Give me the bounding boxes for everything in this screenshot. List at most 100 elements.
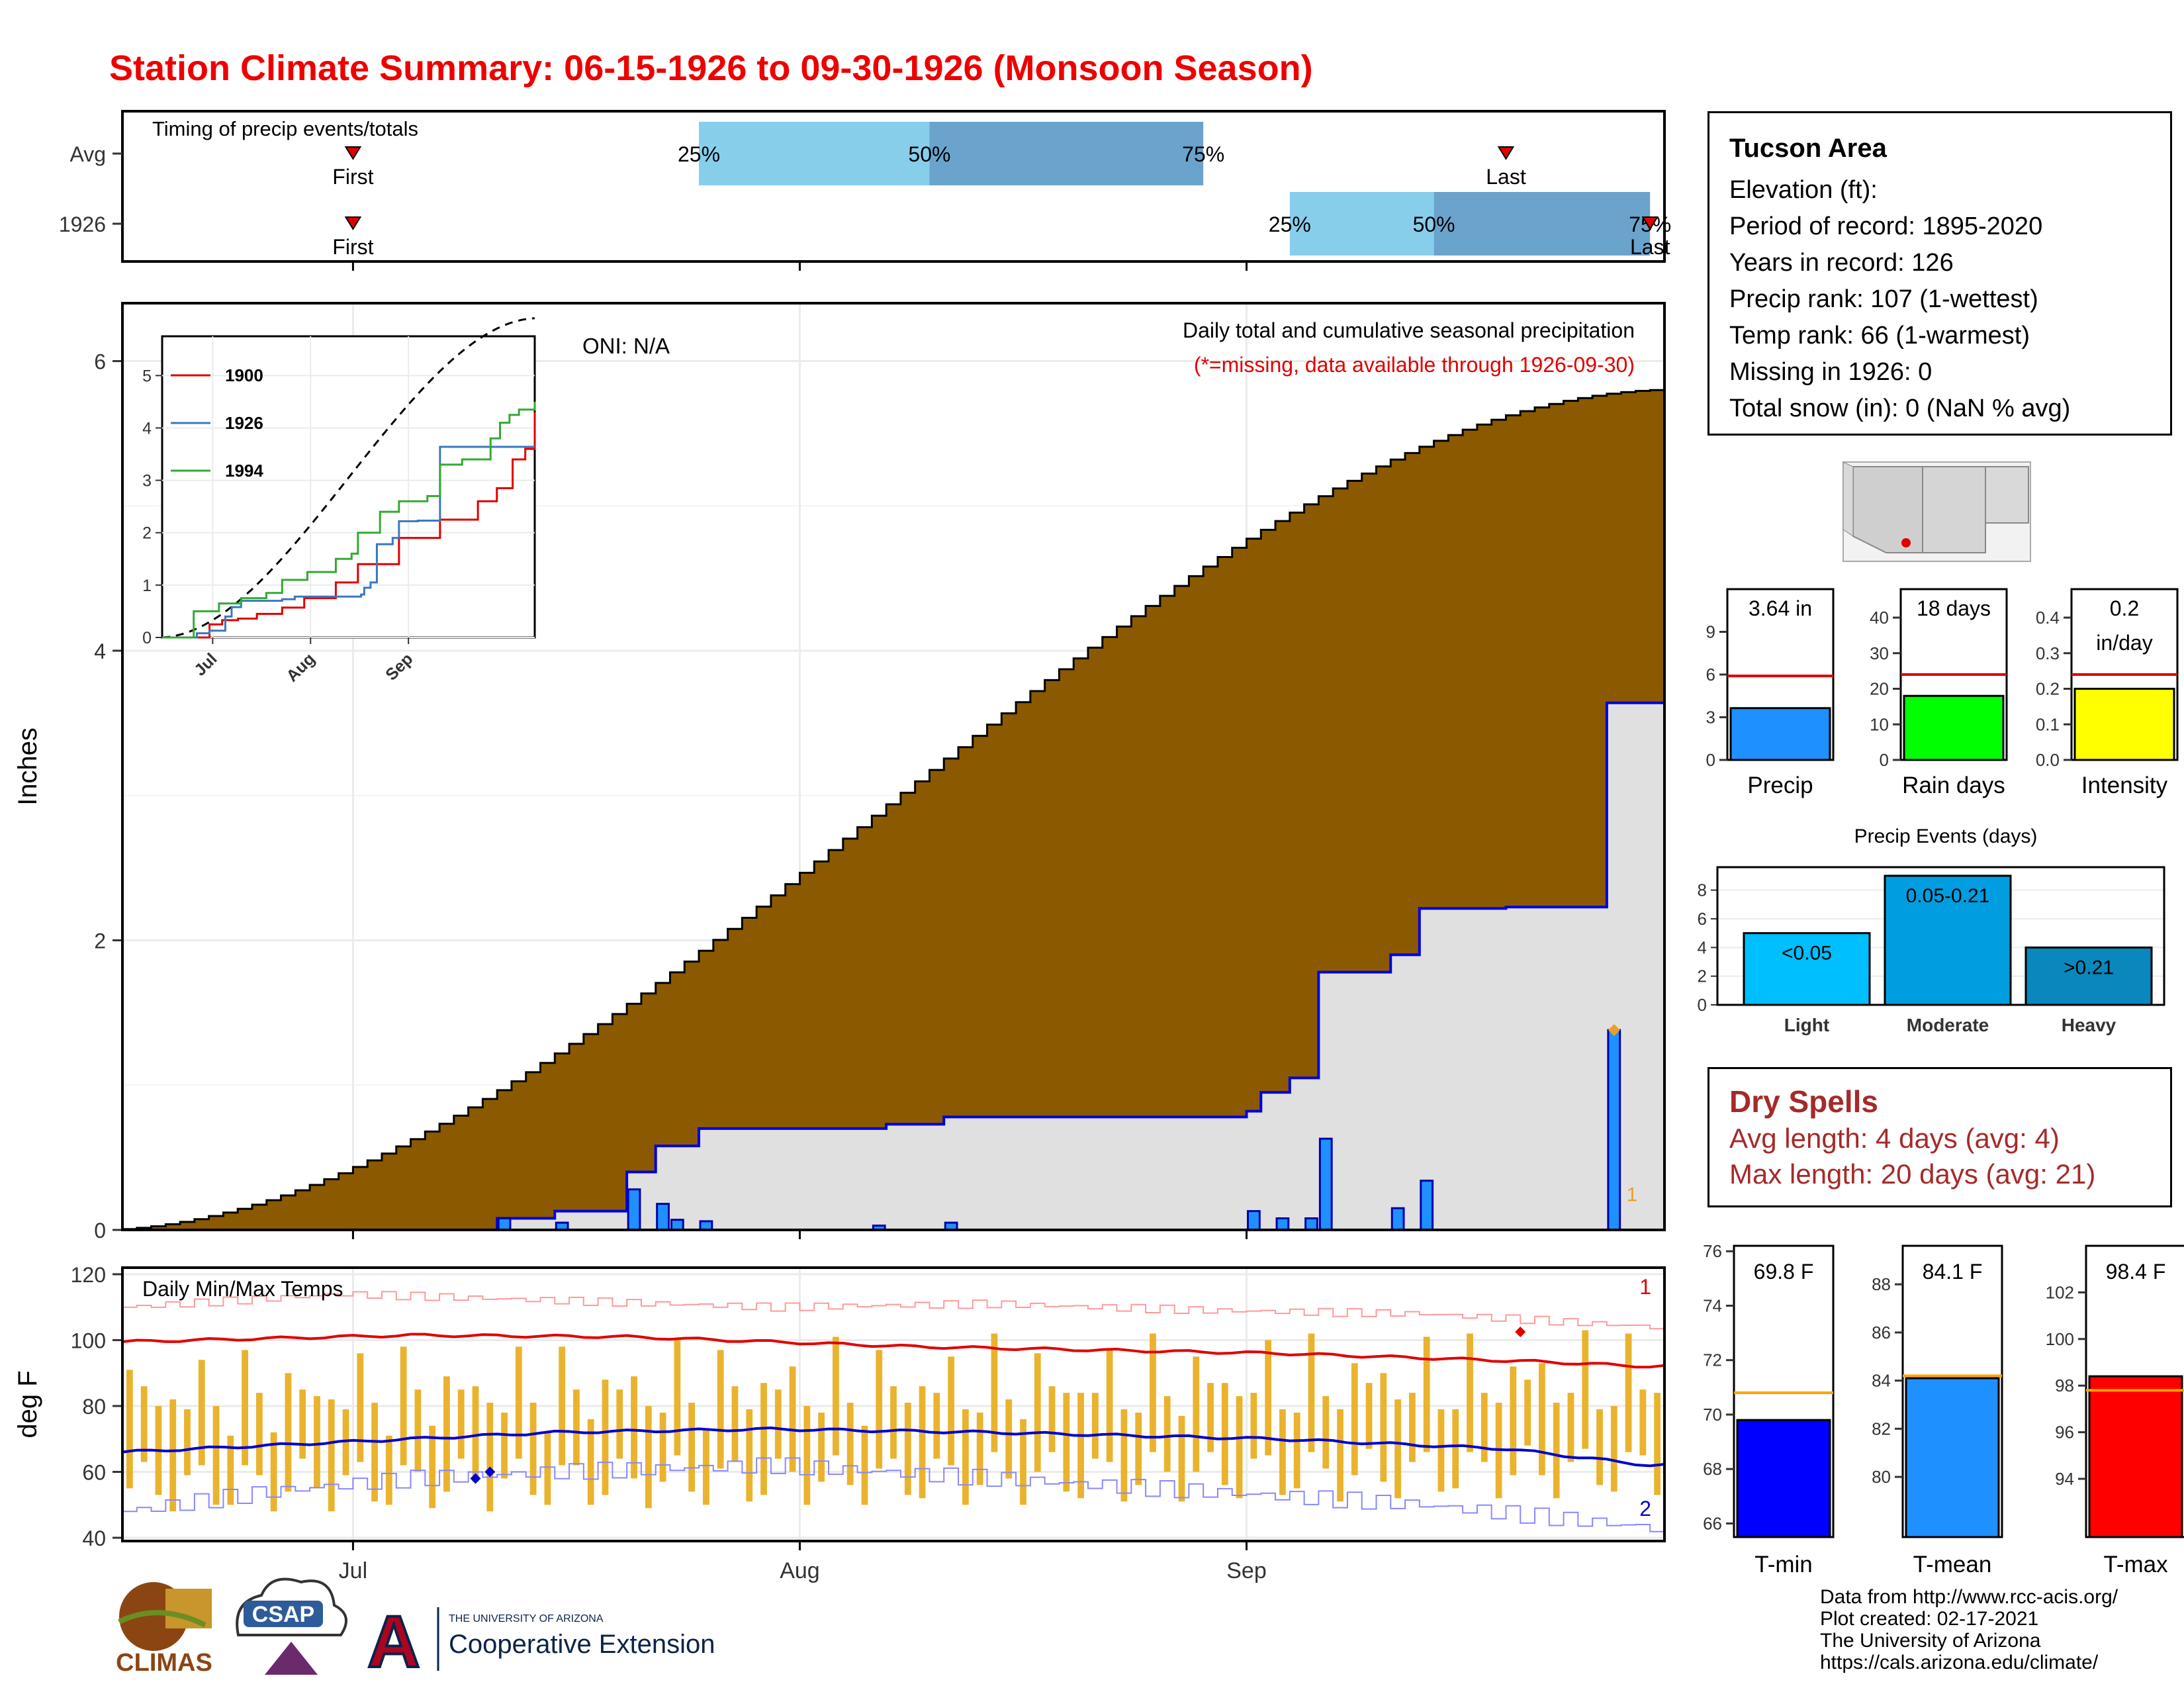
event-label: Last — [1486, 165, 1526, 189]
summary-y-tick-label: 3 — [1706, 708, 1715, 727]
temp-summary-label: T-mean — [1913, 1552, 1992, 1577]
daily-temp-range-bar — [559, 1346, 566, 1466]
inset-y-tick-label: 5 — [142, 367, 152, 385]
daily-temp-range-bar — [948, 1356, 954, 1466]
tmax-average-line — [122, 1333, 1665, 1369]
daily-temp-range-bar — [846, 1403, 854, 1485]
daily-temp-range-bar — [962, 1409, 969, 1505]
inset-legend-label: 1994 — [225, 461, 263, 481]
daily-temp-range-bar — [717, 1350, 724, 1469]
daily-temp-range-bar — [1423, 1336, 1430, 1452]
summary-bar-label: Precip — [1747, 773, 1813, 798]
y-tick-label: 2 — [94, 929, 106, 953]
temp-summary-y-tick-label: 94 — [2055, 1469, 2074, 1489]
events-y-tick-label: 8 — [1698, 880, 1707, 900]
temp-summary-y-tick-label: 80 — [1872, 1467, 1891, 1487]
credit-line: The University of Arizona — [1820, 1630, 2041, 1652]
daily-temp-range-bar — [1467, 1333, 1473, 1452]
daily-precip-bar — [1275, 1217, 1290, 1231]
daily-temp-range-bar — [876, 1350, 883, 1469]
climas-logo-text: CLIMAS — [116, 1649, 212, 1677]
x-tick-label: Aug — [780, 1558, 820, 1583]
temp-summary-y-tick-label: 70 — [1703, 1405, 1722, 1425]
summary-y-tick-label: 9 — [1706, 622, 1715, 642]
summary-y-tick-label: 20 — [1870, 679, 1889, 699]
inset-y-tick-label: 3 — [142, 472, 152, 491]
daily-temp-range-bar — [198, 1360, 205, 1466]
summary-y-tick-label: 0 — [1880, 750, 1889, 770]
daily-temp-range-bar — [1553, 1403, 1560, 1499]
pct-25-label: 25% — [1269, 212, 1311, 236]
info-line: Total snow (in): 0 (NaN % avg) — [1729, 395, 2071, 422]
daily-temp-range-bar — [602, 1380, 609, 1495]
timing-header: Timing of precip events/totals — [152, 117, 418, 140]
temp-summary-label: T-min — [1754, 1552, 1813, 1577]
temp-summary-value-label: 98.4 F — [2106, 1260, 2166, 1284]
temp-y-axis-label: deg F — [13, 1370, 42, 1438]
pct-50-label: 50% — [1413, 212, 1455, 236]
temp-max-record-label: 1 — [1639, 1275, 1651, 1299]
daily-temp-range-bar — [789, 1366, 796, 1472]
oni-label: ONI: N/A — [582, 334, 670, 358]
summary-y-tick-label: 0.1 — [2036, 714, 2060, 734]
summary-value-bar — [1729, 707, 1831, 761]
csap-logo-banner — [244, 1601, 323, 1627]
y-tick-label: 6 — [94, 350, 106, 374]
daily-temp-range-bar — [1567, 1393, 1574, 1462]
precip-y-axis-label: Inches — [13, 727, 42, 806]
climas-logo: CLIMAS — [116, 1582, 212, 1677]
daily-temp-range-bar — [1091, 1393, 1099, 1459]
locator-map — [1843, 461, 2031, 562]
daily-temp-range-bar — [1322, 1396, 1330, 1469]
inset-series-line — [162, 445, 535, 639]
events-range-label: >0.21 — [2064, 957, 2114, 978]
dry-spells-title: Dry Spells — [1729, 1084, 1878, 1119]
temp-summary-label: T-max — [2103, 1552, 2168, 1577]
daily-temp-range-bar — [1380, 1373, 1387, 1482]
daily-temp-range-bar — [1163, 1396, 1171, 1472]
daily-temp-range-bar — [890, 1386, 897, 1459]
map-state-texas — [1985, 466, 2029, 524]
daily-temp-range-bar — [285, 1373, 292, 1492]
summary-y-tick-label: 0.3 — [2036, 643, 2060, 663]
credit-line: Data from http://www.rcc-acis.org/ — [1820, 1586, 2118, 1608]
daily-temp-range-bar — [255, 1393, 263, 1476]
temp-summary-y-tick-label: 68 — [1703, 1459, 1722, 1479]
dry-spells-box: Dry Spells Avg length: 4 days (avg: 4) M… — [1707, 1067, 2172, 1207]
daily-precip-bar — [1607, 1029, 1621, 1231]
daily-temp-range-bar — [486, 1403, 494, 1512]
events-y-tick-label: 2 — [1698, 966, 1707, 986]
daily-precip-bar — [656, 1203, 670, 1231]
daily-temp-range-bar — [674, 1340, 681, 1456]
daily-temp-range-bar — [1034, 1353, 1041, 1472]
max-precip-label: 1 — [1627, 1184, 1638, 1205]
daily-temp-range-bar — [833, 1336, 839, 1456]
temp-panel-header: Daily Min/Max Temps — [142, 1277, 343, 1301]
summary-y-tick-label: 0.2 — [2036, 679, 2060, 699]
daily-temp-range-bar — [1207, 1383, 1214, 1452]
daily-temp-range-bar — [212, 1405, 220, 1505]
daily-temp-range-bar — [1539, 1363, 1545, 1476]
inset-average-line — [161, 317, 535, 639]
temp-summary-y-tick-label: 102 — [2046, 1282, 2074, 1302]
x-tick-label: Jul — [339, 1558, 367, 1583]
station-location-dot — [1901, 538, 1911, 547]
daily-precip-bar — [1318, 1137, 1333, 1231]
inset-y-tick-label: 0 — [142, 629, 152, 647]
daily-precip-bar — [670, 1219, 684, 1231]
events-bar — [1884, 874, 2012, 1006]
daily-temp-range-bar — [1510, 1366, 1517, 1476]
daily-temp-range-bar — [991, 1333, 998, 1452]
daily-temp-range-bar — [1639, 1389, 1647, 1456]
events-title: Precip Events (days) — [1854, 825, 2038, 847]
events-y-tick-label: 4 — [1698, 937, 1707, 957]
precip-note: (*=missing, data available through 1926-… — [1194, 353, 1635, 377]
inset-frame — [161, 335, 536, 639]
page-title: Station Climate Summary: 06-15-1926 to 0… — [109, 48, 1313, 88]
daily-temp-range-bar — [1308, 1333, 1315, 1452]
events-category-label: Moderate — [1907, 1015, 1989, 1035]
daily-precip-bar — [1247, 1210, 1261, 1231]
precip-subtitle: Daily total and cumulative seasonal prec… — [1183, 318, 1635, 342]
quartile-bar-high — [1433, 192, 1651, 256]
daily-temp-range-bar — [1394, 1399, 1402, 1499]
